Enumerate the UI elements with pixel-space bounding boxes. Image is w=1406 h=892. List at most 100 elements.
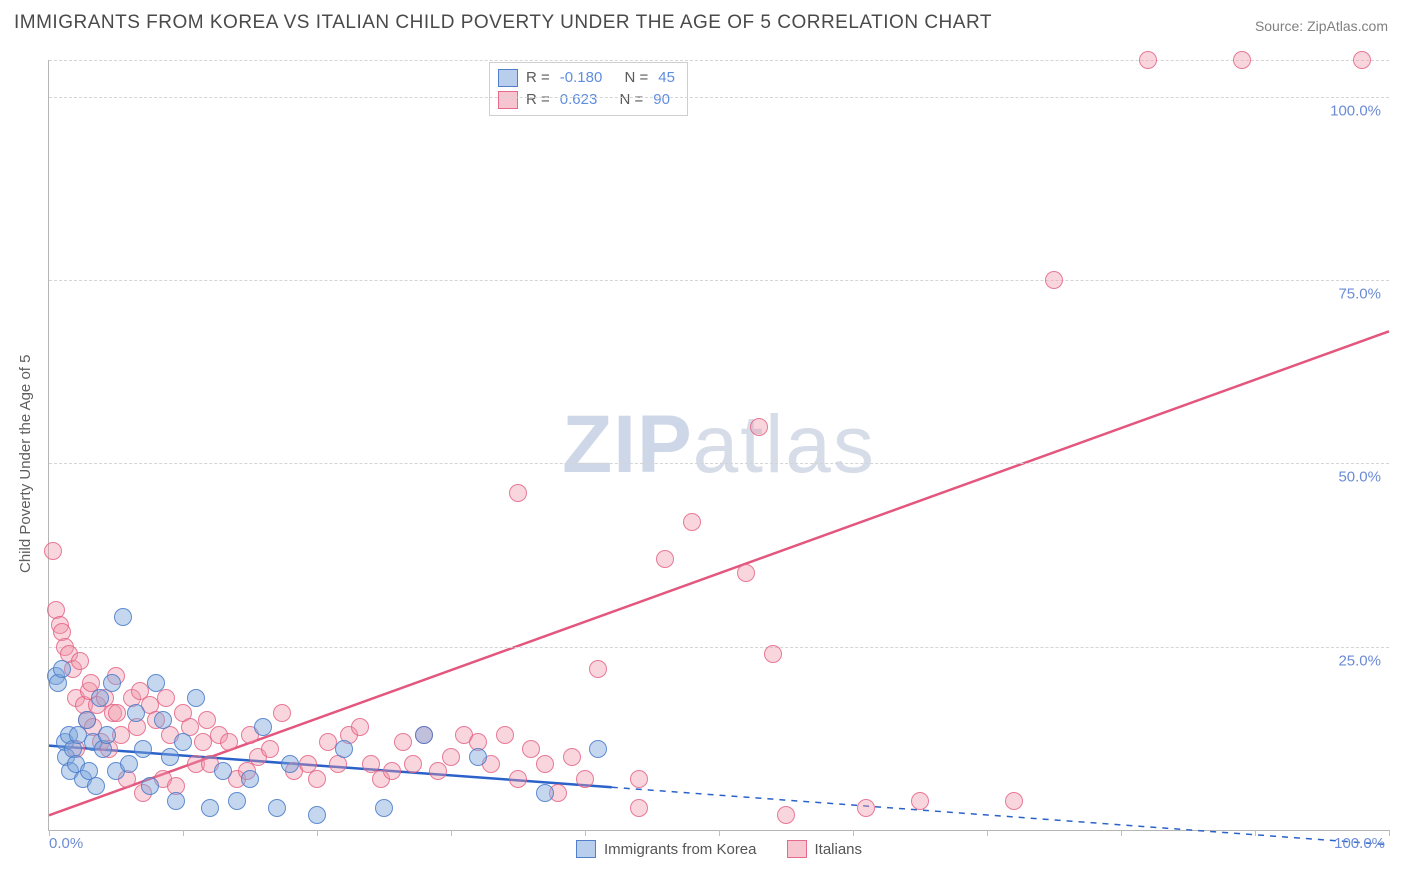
data-point — [509, 770, 527, 788]
data-point — [308, 770, 326, 788]
x-tick — [1255, 830, 1256, 836]
data-point — [522, 740, 540, 758]
swatch-blue-icon — [576, 840, 596, 858]
data-point — [429, 762, 447, 780]
x-tick — [49, 830, 50, 836]
data-point — [683, 513, 701, 531]
data-point — [44, 542, 62, 560]
swatch-pink-icon — [498, 91, 518, 109]
data-point — [563, 748, 581, 766]
trend-line — [612, 787, 1389, 844]
data-point — [509, 484, 527, 502]
data-point — [1353, 51, 1371, 69]
data-point — [375, 799, 393, 817]
data-point — [589, 660, 607, 678]
chart-title: IMMIGRANTS FROM KOREA VS ITALIAN CHILD P… — [14, 12, 992, 34]
legend-bottom: Immigrants from Korea Italians — [49, 840, 1389, 858]
grid-line — [49, 97, 1389, 98]
data-point — [351, 718, 369, 736]
stats-pink-R: 0.623 — [560, 89, 598, 111]
x-tick — [585, 830, 586, 836]
data-point — [154, 711, 172, 729]
stats-N-label: N = — [624, 67, 648, 89]
y-axis-label: Child Poverty Under the Age of 5 — [17, 355, 34, 573]
data-point — [630, 799, 648, 817]
data-point — [911, 792, 929, 810]
x-tick — [1389, 830, 1390, 836]
data-point — [394, 733, 412, 751]
x-tick — [317, 830, 318, 836]
x-tick — [987, 830, 988, 836]
x-tick — [451, 830, 452, 836]
data-point — [228, 792, 246, 810]
x-tick — [853, 830, 854, 836]
y-tick-label: 100.0% — [1330, 102, 1381, 119]
data-point — [161, 748, 179, 766]
grid-line — [49, 463, 1389, 464]
trend-lines — [49, 60, 1389, 830]
data-point — [1233, 51, 1251, 69]
data-point — [630, 770, 648, 788]
data-point — [214, 762, 232, 780]
legend-pink-label: Italians — [815, 841, 863, 858]
data-point — [167, 792, 185, 810]
data-point — [120, 755, 138, 773]
stats-row-blue: R = -0.180 N = 45 — [498, 67, 677, 89]
y-tick-label: 50.0% — [1338, 469, 1381, 486]
data-point — [174, 733, 192, 751]
grid-line — [49, 60, 1389, 61]
stats-blue-N: 45 — [658, 67, 675, 89]
data-point — [141, 777, 159, 795]
data-point — [108, 704, 126, 722]
data-point — [415, 726, 433, 744]
data-point — [281, 755, 299, 773]
data-point — [576, 770, 594, 788]
y-tick-label: 75.0% — [1338, 286, 1381, 303]
data-point — [469, 748, 487, 766]
y-tick-label: 25.0% — [1338, 652, 1381, 669]
data-point — [127, 704, 145, 722]
stats-row-pink: R = 0.623 N = 90 — [498, 89, 677, 111]
data-point — [496, 726, 514, 744]
plot-area: ZIPatlas R = -0.180 N = 45 R = 0.623 N =… — [48, 60, 1389, 831]
data-point — [71, 652, 89, 670]
swatch-pink-icon — [787, 840, 807, 858]
data-point — [442, 748, 460, 766]
stats-box: R = -0.180 N = 45 R = 0.623 N = 90 — [489, 62, 688, 116]
stats-R-label: R = — [526, 67, 550, 89]
data-point — [261, 740, 279, 758]
grid-line — [49, 647, 1389, 648]
x-tick — [1121, 830, 1122, 836]
data-point — [273, 704, 291, 722]
data-point — [1045, 271, 1063, 289]
data-point — [220, 733, 238, 751]
data-point — [87, 777, 105, 795]
data-point — [777, 806, 795, 824]
data-point — [335, 740, 353, 758]
data-point — [91, 689, 109, 707]
x-tick — [719, 830, 720, 836]
data-point — [1139, 51, 1157, 69]
legend-item-blue: Immigrants from Korea — [576, 840, 757, 858]
data-point — [656, 550, 674, 568]
data-point — [737, 564, 755, 582]
swatch-blue-icon — [498, 69, 518, 87]
data-point — [114, 608, 132, 626]
data-point — [404, 755, 422, 773]
stats-blue-R: -0.180 — [560, 67, 603, 89]
data-point — [536, 755, 554, 773]
data-point — [201, 799, 219, 817]
data-point — [750, 418, 768, 436]
data-point — [198, 711, 216, 729]
data-point — [98, 726, 116, 744]
stats-pink-N: 90 — [653, 89, 670, 111]
data-point — [134, 740, 152, 758]
data-point — [53, 660, 71, 678]
legend-blue-label: Immigrants from Korea — [604, 841, 757, 858]
data-point — [589, 740, 607, 758]
data-point — [103, 674, 121, 692]
data-point — [536, 784, 554, 802]
data-point — [147, 674, 165, 692]
stats-R-label: R = — [526, 89, 550, 111]
x-tick — [183, 830, 184, 836]
